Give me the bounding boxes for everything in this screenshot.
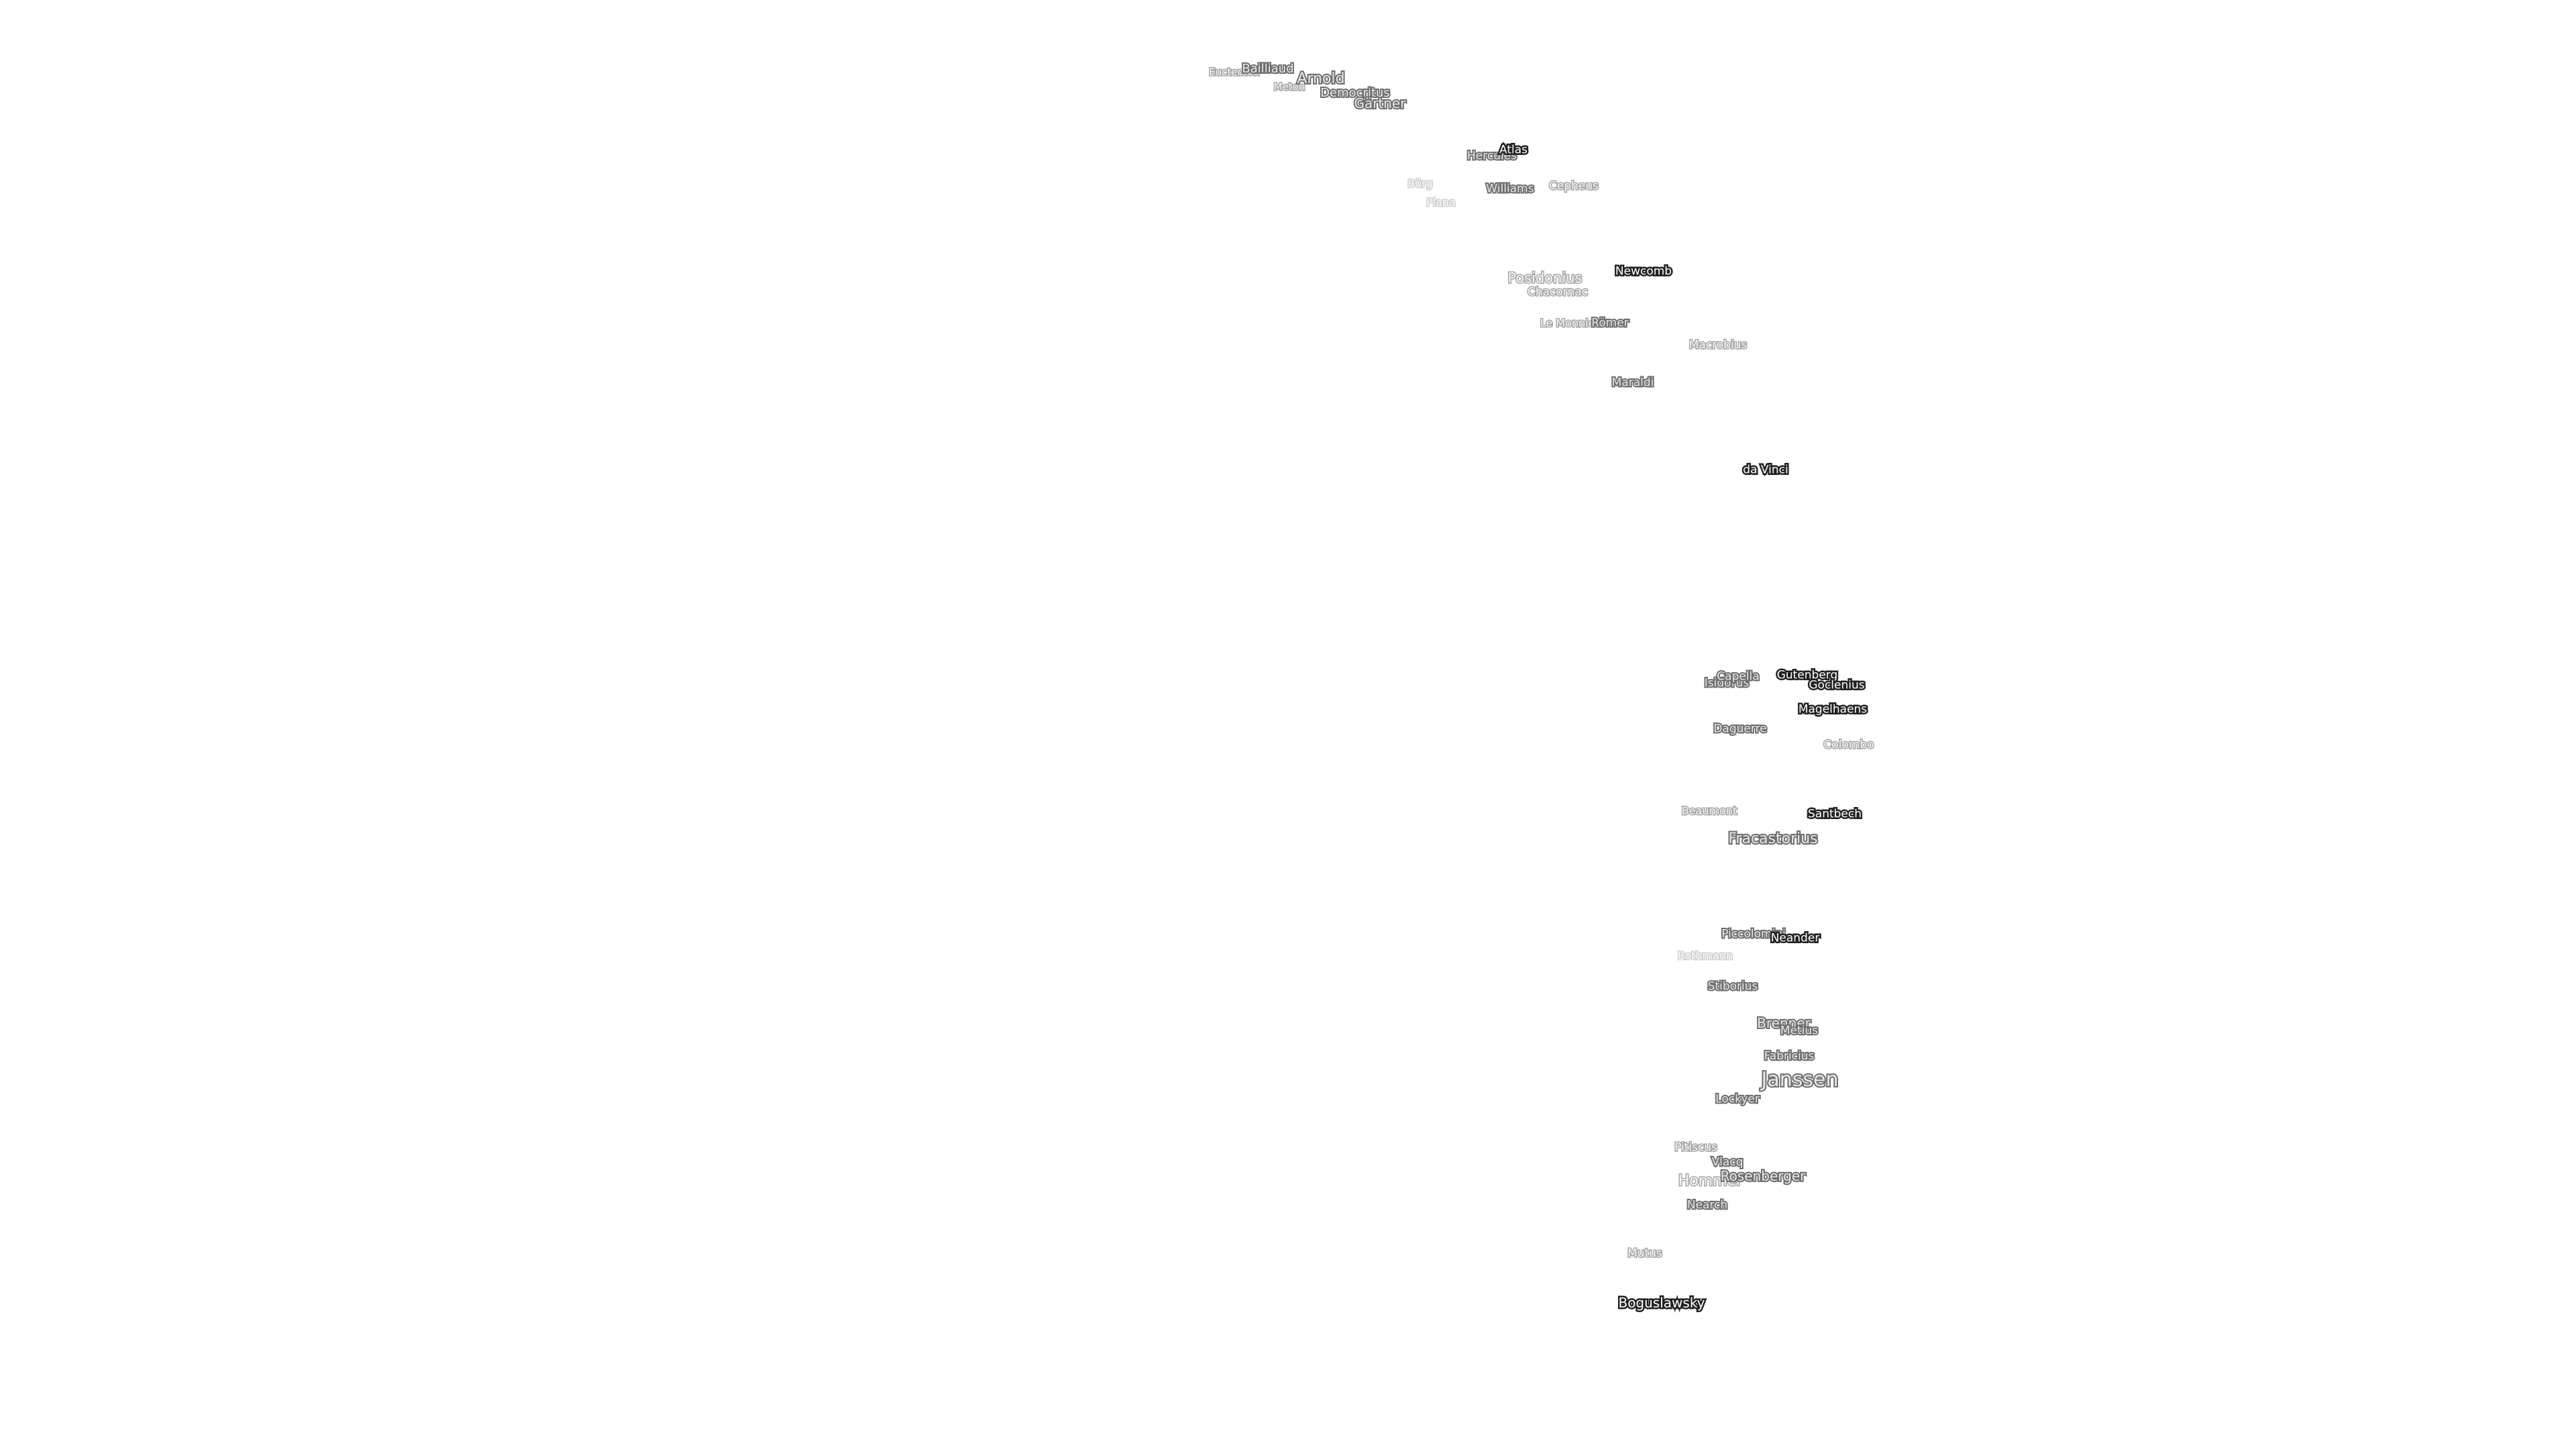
crater-label-williams: Williams	[1485, 182, 1535, 196]
crater-label-colombo: Colombo	[1823, 738, 1875, 752]
crater-label-euctemon: Euctemon	[1208, 66, 1261, 78]
crater-label-boguslawsky: Boguslawsky	[1617, 1295, 1707, 1311]
crater-label-gartner: Gärtner	[1352, 95, 1407, 111]
crater-label-magelhaens: Magelhaens	[1796, 702, 1868, 717]
crater-label-isidorus: Isidorus	[1703, 676, 1750, 690]
crater-label-newcomb: Newcomb	[1613, 264, 1673, 279]
crater-label-fracastorius: Fracastorius	[1727, 830, 1819, 848]
crater-label-piccolomini: Piccolomini	[1720, 927, 1787, 941]
crater-label-burg: Bürg	[1407, 177, 1434, 190]
crater-label-gutenberg: Gutenberg	[1775, 668, 1839, 683]
crater-label-democritus: Democritus	[1319, 86, 1391, 101]
crater-label-daguerre: Daguerre	[1712, 722, 1768, 736]
crater-label-hercules: Hercules	[1466, 149, 1518, 163]
crater-label-maraldi: Maraldi	[1611, 376, 1656, 390]
crater-label-stiborius: Stiborius	[1707, 979, 1760, 994]
crater-label-santbech: Santbech	[1806, 807, 1863, 822]
crater-label-arnold: Arnold	[1295, 70, 1346, 88]
crater-label-rosenberger: Rosenberger	[1719, 1168, 1807, 1184]
crater-label-beaumont: Beaumont	[1680, 804, 1738, 817]
crater-label-brenner: Brenner	[1756, 1015, 1812, 1031]
crater-label-cepheus: Cepheus	[1548, 179, 1600, 193]
crater-label-rothmann: Rothmann	[1676, 949, 1733, 962]
crater-label-da-vinci: da Vinci	[1741, 463, 1790, 478]
crater-label-meton: Meton	[1273, 80, 1306, 93]
crater-label-lockyer: Lockyer	[1714, 1092, 1761, 1106]
crater-label-vlacq: Vlacq	[1711, 1155, 1745, 1169]
crater-label-capella: Capella	[1715, 669, 1760, 684]
crater-label-posidonius: Posidonius	[1507, 270, 1583, 286]
crater-label-le-monnier: Le Monnier	[1539, 317, 1600, 329]
crater-label-janssen: Janssen	[1760, 1068, 1840, 1091]
crater-label-pitiscus: Pitiscus	[1674, 1140, 1719, 1155]
crater-label-goclenius: Goclenius	[1807, 678, 1866, 693]
crater-label-nearch: Nearch	[1686, 1198, 1729, 1212]
crater-label-macrobius: Macrobius	[1688, 338, 1748, 352]
crater-label-chacornac: Chacornac	[1526, 285, 1589, 299]
crater-label-atlas: Atlas	[1498, 143, 1529, 158]
crater-label-plana: Plana	[1426, 196, 1457, 209]
crater-label-bailliaud: Bailliaud	[1240, 62, 1295, 76]
crater-label-metius: Metius	[1779, 1024, 1819, 1038]
crater-label-hommel: Hommel	[1677, 1173, 1741, 1189]
crater-label-mutus: Mutus	[1627, 1246, 1664, 1260]
crater-label-fabricius: Fabricius	[1763, 1049, 1816, 1063]
crater-label-romer: Römer	[1590, 316, 1630, 330]
crater-label-neander: Neander	[1769, 931, 1821, 946]
